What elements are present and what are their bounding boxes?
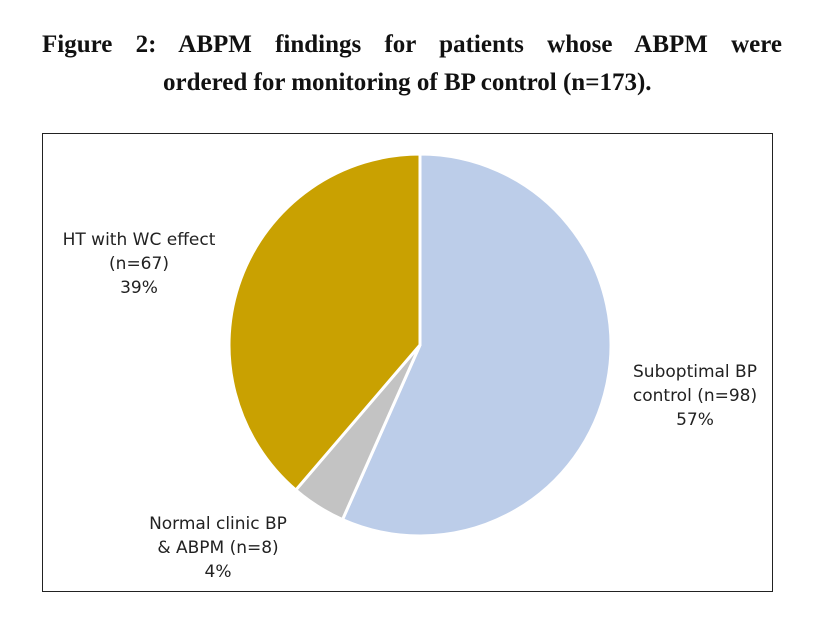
slice-label-line: & ABPM (n=8) xyxy=(157,538,278,558)
caption-line-1: Figure 2: ABPM findings for patients who… xyxy=(42,31,782,58)
slice-label-line: 57% xyxy=(676,410,714,430)
slice-label-line: control (n=98) xyxy=(633,386,757,406)
slice-label-normal: Normal clinic BP & ABPM (n=8) 4% xyxy=(149,514,287,582)
slice-label-line: 39% xyxy=(120,278,158,298)
slice-label-line: HT with WC effect xyxy=(63,230,216,250)
pie-labels: Suboptimal BP control (n=98) 57% Normal cli… xyxy=(63,230,758,582)
slice-label-suboptimal: Suboptimal BP control (n=98) 57% xyxy=(633,362,757,430)
pie-slice-wc xyxy=(227,152,422,492)
slice-label-line: Suboptimal BP xyxy=(633,362,757,382)
chart-frame xyxy=(42,133,773,592)
pie-slices xyxy=(227,152,613,538)
slice-label-wc: HT with WC effect (n=67) 39% xyxy=(63,230,216,298)
pie-slice-suboptimal xyxy=(341,152,613,538)
slice-label-line: (n=67) xyxy=(109,254,169,274)
caption-line-2: ordered for monitoring of BP control (n=… xyxy=(163,69,652,96)
slice-label-line: 4% xyxy=(205,562,232,582)
slice-label-line: Normal clinic BP xyxy=(149,514,287,534)
